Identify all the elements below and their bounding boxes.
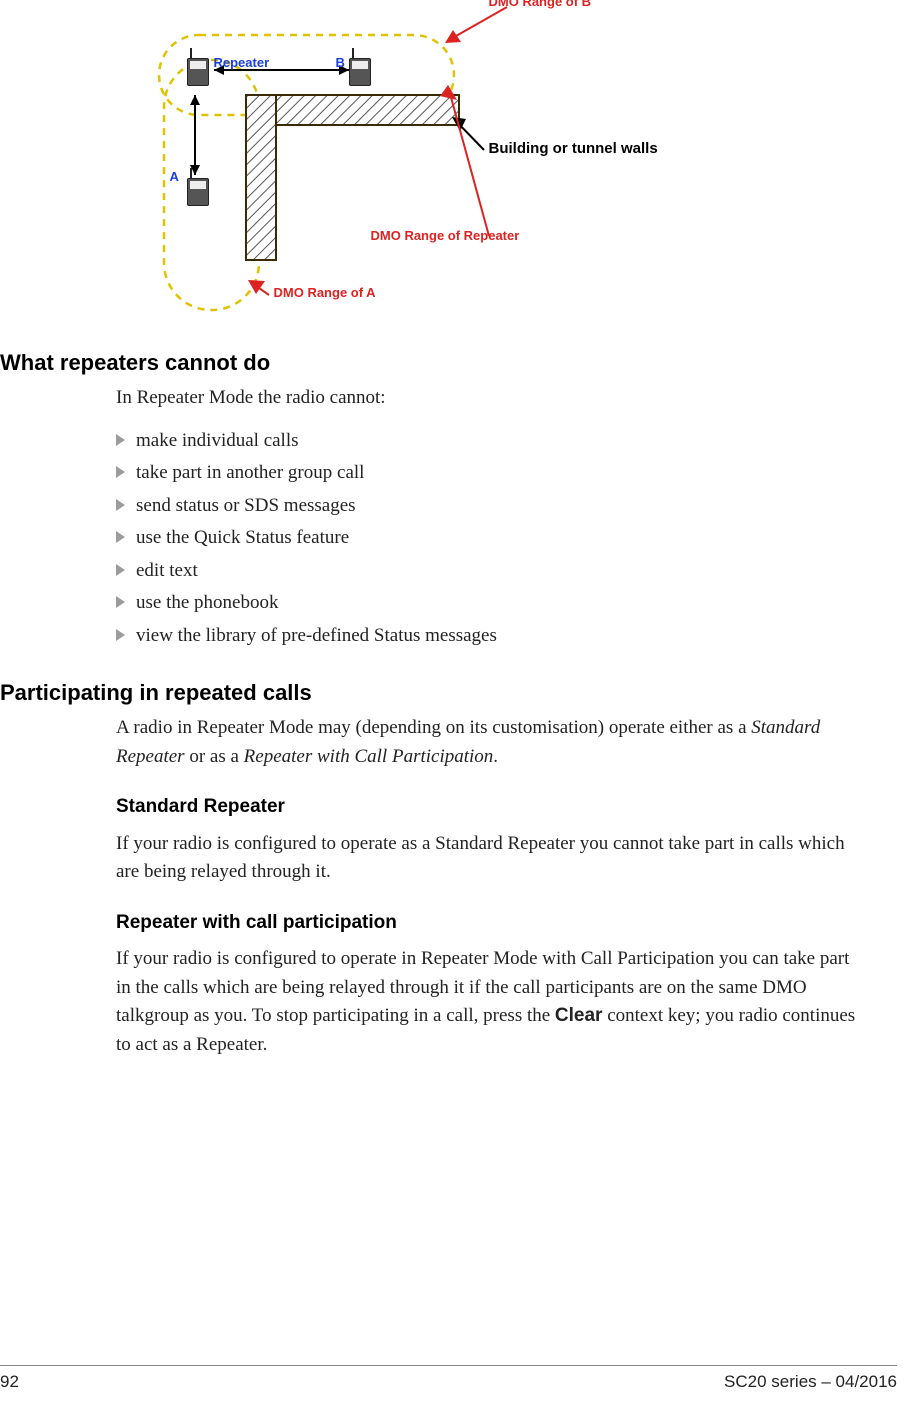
clear-key-label: Clear: [555, 1005, 603, 1026]
participating-intro: A radio in Repeater Mode may (depending …: [116, 714, 867, 771]
list-item: take part in another group call: [116, 459, 867, 488]
radio-repeater-icon: [187, 50, 207, 86]
list-item: make individual calls: [116, 427, 867, 456]
section-repeaters-cannot-body: In Repeater Mode the radio cannot: make …: [116, 384, 867, 650]
list-item: use the phonebook: [116, 589, 867, 618]
subheading-call-participation: Repeater with call participation: [116, 909, 867, 938]
label-building-walls: Building or tunnel walls: [489, 140, 658, 157]
term-repeater-call-participation: Repeater with Call Participation: [244, 746, 494, 767]
list-item: send status or SDS messages: [116, 492, 867, 521]
list-item: use the Quick Status feature: [116, 524, 867, 553]
radio-b-icon: [349, 50, 369, 86]
text-run: or as a: [185, 746, 244, 767]
diagram-container: DMO Range of B Building or tunnel walls …: [0, 0, 897, 320]
doc-id: SC20 series – 04/2016: [724, 1372, 897, 1392]
standard-repeater-body: If your radio is configured to operate a…: [116, 830, 867, 887]
label-repeater: Repeater: [214, 55, 270, 70]
call-participation-body: If your radio is configured to operate i…: [116, 945, 867, 1059]
document-page: DMO Range of B Building or tunnel walls …: [0, 0, 917, 1402]
list-item: view the library of pre-defined Status m…: [116, 622, 867, 651]
label-dmo-range-b: DMO Range of B: [489, 0, 592, 9]
radio-a-icon: [187, 170, 207, 206]
heading-repeaters-cannot: What repeaters cannot do: [0, 350, 897, 376]
heading-participating: Participating in repeated calls: [0, 680, 897, 706]
label-a: A: [170, 169, 179, 184]
page-number: 92: [0, 1372, 19, 1392]
repeater-range-diagram: DMO Range of B Building or tunnel walls …: [139, 0, 759, 320]
subheading-standard-repeater: Standard Repeater: [116, 793, 867, 822]
text-run: A radio in Repeater Mode may (depending …: [116, 717, 751, 738]
repeaters-cannot-intro: In Repeater Mode the radio cannot:: [116, 384, 867, 413]
page-footer: 92 SC20 series – 04/2016: [0, 1365, 897, 1392]
list-item: edit text: [116, 557, 867, 586]
label-b: B: [336, 55, 345, 70]
label-dmo-range-repeater: DMO Range of Repeater: [371, 228, 520, 243]
section-participating-body: A radio in Repeater Mode may (depending …: [116, 714, 867, 1059]
diagram-svg: [139, 0, 759, 340]
repeaters-cannot-list: make individual calls take part in anoth…: [116, 427, 867, 651]
text-run: .: [493, 746, 498, 767]
label-dmo-range-a: DMO Range of A: [274, 285, 376, 300]
